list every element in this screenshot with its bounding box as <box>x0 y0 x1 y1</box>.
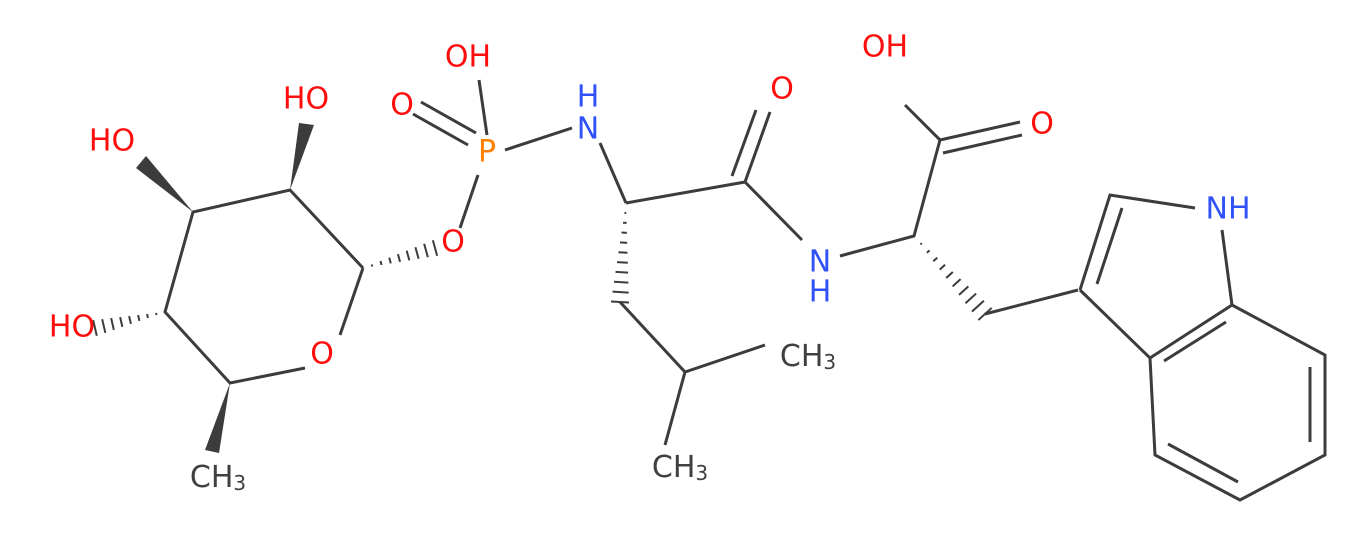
atom-label: N <box>577 112 599 147</box>
wedge-bond <box>136 156 193 212</box>
atom-label: N <box>809 245 831 280</box>
hash-bond <box>618 251 628 254</box>
hash-bond <box>414 246 420 260</box>
hash-bond <box>951 278 962 288</box>
hash-bond <box>926 249 931 254</box>
atom-label: OH <box>445 40 491 75</box>
hash-bond <box>958 285 970 296</box>
hash-bond <box>379 260 383 266</box>
atom-label: O <box>1030 107 1054 142</box>
hash-bond <box>919 242 923 246</box>
hash-bond <box>612 290 629 294</box>
hash-bond <box>137 314 141 322</box>
hash-bond <box>146 313 149 319</box>
hash-bond <box>405 250 411 261</box>
atom-label: O <box>441 225 465 260</box>
hash-bond <box>977 307 993 321</box>
bond <box>163 188 365 385</box>
atom-label: P <box>478 135 496 170</box>
atom-text: CH <box>780 339 824 374</box>
hash-bond <box>971 300 985 313</box>
atom-label: O <box>310 337 334 372</box>
hash-bond <box>388 257 392 264</box>
bond <box>412 79 1079 446</box>
atom-subscript: 3 <box>823 350 836 374</box>
wedge-bond <box>205 383 230 453</box>
hash-bond <box>370 264 374 267</box>
hash-bond <box>616 261 628 264</box>
atom-text: CH <box>652 450 696 485</box>
hash-bond <box>610 300 630 304</box>
hash-bond <box>613 280 629 284</box>
atom-label: OH <box>862 30 908 65</box>
atom-label: H <box>809 275 832 310</box>
atom-label: HO <box>283 82 329 117</box>
atom-label: NH <box>1206 192 1251 227</box>
atom-label: O <box>390 88 414 123</box>
atom-label: CH3 <box>652 450 708 485</box>
hash-bond <box>119 316 124 328</box>
hash-bond <box>964 292 977 304</box>
hash-bond <box>101 318 107 334</box>
hash-bond <box>110 317 115 331</box>
atom-label: HO <box>89 124 135 159</box>
hash-bond <box>396 253 402 263</box>
hash-bond <box>932 256 938 262</box>
atom-subscript: 3 <box>233 471 246 495</box>
bonds <box>92 79 1327 502</box>
wedge-bond <box>290 123 314 190</box>
hash-bond <box>92 319 98 337</box>
hash-bond <box>128 315 132 325</box>
hash-bond <box>939 264 946 271</box>
atom-subscript: 3 <box>695 461 708 485</box>
atom-label: O <box>770 72 794 107</box>
atom-label: CH3 <box>780 339 836 374</box>
hash-bond <box>423 243 429 258</box>
hash-bond <box>431 240 439 256</box>
atom-label: HO <box>49 310 95 345</box>
atom-label: H <box>577 80 600 115</box>
bond <box>1078 193 1327 502</box>
atom-labels: HO HO HO O CH3 O P O OH N H O N H CH3 CH… <box>49 30 1251 495</box>
hash-bond <box>615 270 629 274</box>
atom-text: CH <box>190 460 234 495</box>
hash-bond <box>945 271 954 279</box>
atom-label: CH3 <box>190 460 246 495</box>
